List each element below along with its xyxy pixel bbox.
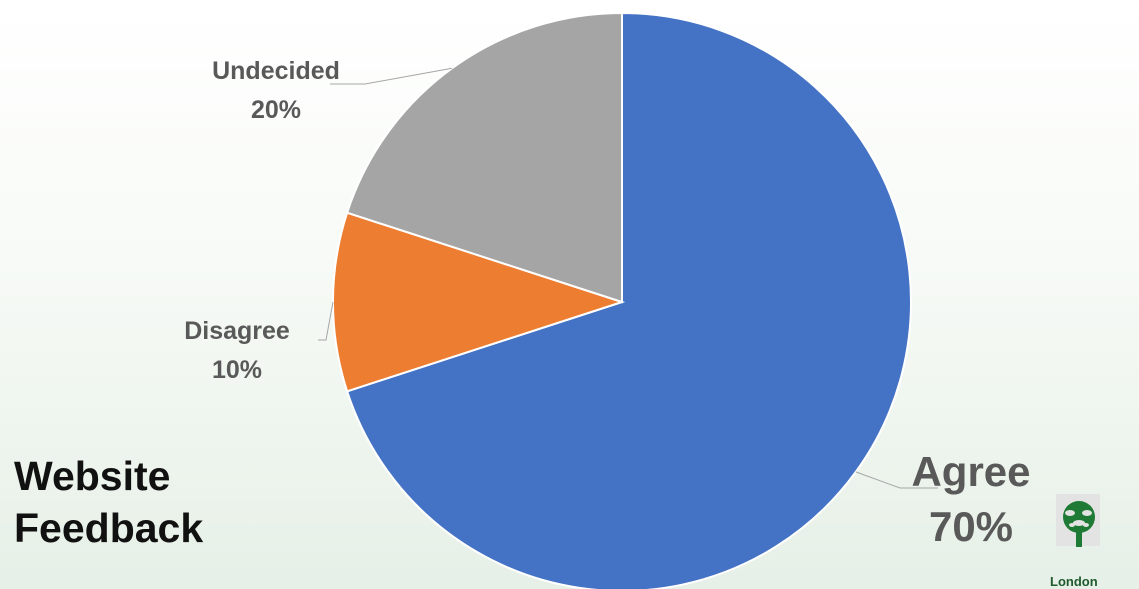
undecided-percent: 20% xyxy=(251,96,301,124)
disagree-label: Disagree xyxy=(184,317,290,345)
title-line-2: Feedback xyxy=(14,505,204,551)
pie-slices xyxy=(332,11,912,589)
pie-slice-agree xyxy=(345,11,912,589)
title-line-1: Website xyxy=(14,453,171,499)
disagree-percent: 10% xyxy=(212,356,262,384)
page-title: Website Feedback xyxy=(14,450,203,554)
london-logo: London xyxy=(1050,489,1108,589)
leader-line-undecided xyxy=(330,67,453,85)
leader-line-disagree xyxy=(318,301,334,341)
undecided-label: Undecided xyxy=(212,57,340,85)
logo-text: London xyxy=(1050,574,1098,589)
pie-slice-disagree xyxy=(332,211,626,393)
agree-label: Agree xyxy=(911,448,1030,495)
leader-lines xyxy=(318,67,938,489)
leader-line-agree xyxy=(855,471,938,489)
pie-slice-undecided xyxy=(345,11,623,304)
agree-percent: 70% xyxy=(929,503,1013,550)
tree-icon xyxy=(1063,501,1095,547)
